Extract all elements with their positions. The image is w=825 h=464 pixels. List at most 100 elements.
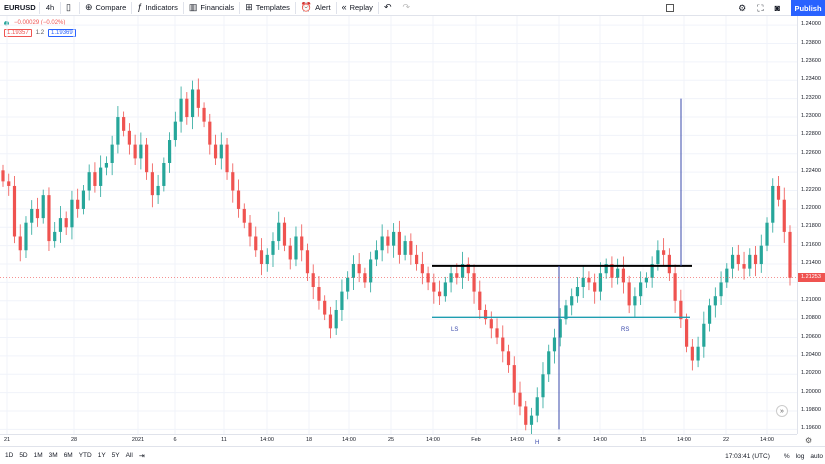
symbol-search[interactable]: EURUSD: [4, 3, 36, 12]
candle-body: [524, 406, 528, 425]
time-tick: 28: [70, 437, 78, 443]
time-tick: 25: [387, 437, 395, 443]
candle-body: [564, 305, 568, 320]
interval-button[interactable]: 4h: [45, 3, 55, 12]
candle-body: [552, 337, 557, 352]
legend-trade-row: 1.19357 1.2 1.19369: [4, 29, 76, 37]
candle-body: [357, 264, 361, 274]
price-chart[interactable]: [0, 16, 797, 434]
candle-body: [415, 254, 419, 265]
price-tick: 1.20400: [801, 351, 821, 358]
buy-button[interactable]: 1.19369: [48, 29, 76, 37]
log-toggle[interactable]: log: [795, 452, 805, 460]
compare-button[interactable]: ⊕ Compare: [81, 0, 130, 16]
candle-body: [351, 264, 356, 278]
price-tick: 1.19600: [801, 425, 821, 432]
candle-body: [110, 144, 114, 163]
candle-body: [621, 268, 626, 283]
top-toolbar: EURUSD 4h ▯ ⊕ Compare ƒ Indicators ▥ Fin…: [0, 0, 825, 16]
alert-button[interactable]: ⏰ Alert: [297, 0, 335, 16]
layout-icon[interactable]: [666, 4, 675, 12]
candle-body: [294, 236, 298, 260]
financials-button[interactable]: ▥ Financials: [185, 0, 238, 16]
candle-body: [420, 264, 424, 274]
alert-label: Alert: [315, 3, 331, 12]
candle-body: [432, 282, 436, 292]
candle-body: [639, 282, 643, 297]
candle-body: [449, 273, 453, 283]
candle-body: [788, 231, 792, 278]
price-scale[interactable]: 1.24000 1.23800 1.23600 1.23400 1.23200 1.230…: [797, 16, 825, 434]
toolbar-separator: [39, 1, 40, 14]
range-button-5y[interactable]: 5Y: [111, 452, 120, 459]
price-tick: 1.20200: [801, 370, 821, 377]
price-tick: 1.20800: [801, 315, 821, 322]
percent-toggle[interactable]: %: [783, 452, 790, 460]
indicators-button[interactable]: ƒ Indicators: [133, 0, 182, 16]
candle-body: [219, 144, 223, 159]
undo-icon: ↶: [383, 2, 392, 12]
gear-icon: ⚙: [738, 2, 747, 13]
fullscreen-button[interactable]: ⛶: [753, 0, 770, 16]
range-button-5d[interactable]: 5D: [19, 452, 28, 459]
candle-body: [662, 250, 666, 255]
undo-button[interactable]: ↶: [380, 0, 399, 16]
redo-button[interactable]: ↷: [398, 0, 417, 16]
head-label: H: [535, 440, 540, 446]
time-tick: 18: [305, 437, 313, 443]
range-button-all[interactable]: All: [125, 452, 133, 459]
range-button-3m[interactable]: 3M: [48, 452, 58, 459]
settings-button[interactable]: ⚙: [734, 0, 753, 16]
bottom-bar: 1D 5D 1M 3M 6M YTD 1Y 5Y All ⇥ 17:03:41 (UTC) % …: [0, 446, 825, 464]
price-tick: 1.22600: [801, 149, 821, 156]
candle-body: [122, 117, 126, 131]
time-scale[interactable]: 21 28 2021 6 11 14:00 18 14:00 25 14:00 Feb 14:00 8 1…: [0, 434, 797, 446]
replay-button[interactable]: « Replay: [338, 0, 377, 16]
range-button-ytd[interactable]: YTD: [78, 452, 92, 459]
candle-body: [759, 245, 763, 265]
snapshot-button[interactable]: ◙: [771, 0, 787, 16]
time-tick: 11: [221, 437, 227, 443]
candle-body: [288, 245, 292, 260]
candle-body: [748, 254, 752, 269]
candle-body: [397, 231, 401, 255]
candle-body: [231, 172, 235, 191]
chart-type-button[interactable]: ▯: [62, 0, 78, 16]
time-tick: 15: [639, 437, 647, 443]
candle-body: [190, 89, 195, 118]
price-tick: 1.21800: [801, 223, 821, 230]
range-button-1m[interactable]: 1M: [33, 452, 43, 459]
candles-icon: ▯: [66, 2, 71, 12]
auto-toggle[interactable]: auto: [810, 452, 823, 460]
candle-body: [328, 314, 333, 329]
candle-body: [719, 282, 723, 297]
candle-body: [208, 121, 212, 145]
range-button-6m[interactable]: 6M: [63, 452, 73, 459]
publish-button[interactable]: Publish: [791, 0, 825, 16]
date-range-icon[interactable]: ⇥: [138, 452, 145, 460]
candle-body: [35, 208, 40, 219]
utc-clock[interactable]: 17:03:41 (UTC): [725, 452, 770, 460]
scroll-to-realtime-button[interactable]: »: [776, 405, 788, 417]
templates-button[interactable]: ⊞ Templates: [241, 0, 294, 16]
candle-body: [30, 208, 34, 223]
candle-body: [644, 277, 648, 283]
candle-body: [12, 185, 17, 237]
candle-body: [127, 130, 131, 145]
candle-body: [282, 222, 287, 246]
candle-body: [616, 268, 620, 278]
price-tick: 1.23400: [801, 76, 821, 83]
double-chevron-right-icon: »: [780, 407, 784, 415]
sell-button[interactable]: 1.19357: [4, 29, 32, 37]
candle-body: [437, 291, 442, 297]
scale-settings-button[interactable]: ⚙: [805, 436, 812, 445]
range-button-1y[interactable]: 1Y: [97, 452, 106, 459]
candle-body: [254, 236, 258, 251]
range-button-1d[interactable]: 1D: [5, 452, 14, 459]
candle-body: [58, 218, 63, 232]
candle-body: [466, 264, 470, 274]
camera-icon: ◙: [774, 2, 780, 13]
candle-body: [167, 140, 172, 163]
candle-body: [535, 397, 539, 416]
templates-icon: ⊞: [245, 2, 253, 12]
